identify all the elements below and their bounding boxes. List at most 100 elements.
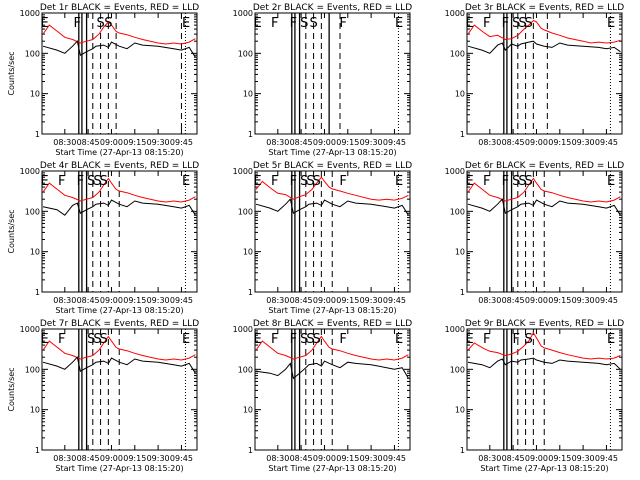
plot-frame [466,12,623,135]
marker-label: S [525,332,533,347]
x-axis-label: Start Time (27-Apr-13 08:15:20) [480,464,608,473]
x-tick-label: 08:45 [502,454,525,463]
x-tick-label: 09:30 [147,454,170,463]
panel-title: Det 1r BLACK = Events, RED = LLD [40,3,199,13]
x-tick-label: 09:30 [147,138,170,147]
marker-label: S [313,332,321,347]
panel-title: Det 3r BLACK = Events, RED = LLD [465,3,624,13]
x-tick-label: 08:45 [290,138,313,147]
x-tick-label: 09:15 [548,454,571,463]
marker-label: F [502,16,509,31]
y-axis-label: Counts/sec [7,367,16,411]
panel-title: Det 9r BLACK = Events, RED = LLD [465,319,624,329]
x-tick-label: 08:30 [53,454,76,463]
y-axis-label: Counts/sec [7,209,16,253]
x-axis-label: Start Time (27-Apr-13 08:15:20) [55,464,183,473]
y-tick-label: 10 [243,90,253,99]
x-tick-label: 09:45 [595,138,618,147]
marker-label: S [300,174,308,189]
x-tick-label: 09:45 [170,296,193,305]
events-series-line [42,40,196,58]
x-tick-label: 08:30 [478,138,501,147]
x-tick-label: 08:30 [266,454,289,463]
x-tick-label: 09:00 [525,138,548,147]
marker-label: F [271,174,278,189]
y-tick-label: 10 [30,90,40,99]
y-tick-label: 100 [238,207,253,216]
y-axis-label: Counts/sec [7,51,16,95]
marker-label: S [96,16,104,31]
x-tick-label: 09:00 [100,296,123,305]
events-series-line [255,360,409,380]
panel-title: Det 5r BLACK = Events, RED = LLD [253,161,412,171]
x-tick-label: 09:15 [123,454,146,463]
marker-label: E [395,174,403,189]
marker-label: E [465,332,473,347]
panel-title: Det 4r BLACK = Events, RED = LLD [40,161,199,171]
marker-label: S [300,332,308,347]
marker-label: E [182,16,190,31]
marker-label: E [40,16,48,31]
events-series-line [255,198,409,216]
marker-label: S [309,16,317,31]
x-tick-label: 09:00 [313,296,336,305]
x-tick-label: 09:00 [525,454,548,463]
marker-label: E [395,332,403,347]
marker-label: F [58,332,65,347]
marker-label: F [502,174,509,189]
marker-label: S [525,174,533,189]
marker-label: S [512,174,520,189]
x-tick-label: 08:45 [77,296,100,305]
y-tick-label: 1 [35,446,40,455]
detector-panel: Det 4r BLACK = Events, RED = LLD 1 10 100 10… [7,161,199,315]
x-tick-label: 09:15 [123,296,146,305]
y-tick-label: 100 [450,365,465,374]
marker-label: S [100,332,108,347]
lld-series-line [255,176,409,201]
y-tick-label: 1 [35,288,40,297]
panel-title: Det 6r BLACK = Events, RED = LLD [465,161,624,171]
y-tick-label: 1 [248,288,253,297]
y-tick-label: 100 [25,207,40,216]
marker-label: S [306,174,314,189]
marker-label: F [290,174,297,189]
x-tick-label: 09:30 [572,138,595,147]
marker-label: E [607,174,615,189]
y-tick-label: 1 [460,446,465,455]
x-axis-label: Start Time (27-Apr-13 08:15:20) [268,148,396,157]
detector-panel: Det 5r BLACK = Events, RED = LLD 1 10 100 10… [233,161,413,315]
x-tick-label: 08:30 [53,296,76,305]
x-tick-label: 08:30 [266,296,289,305]
y-tick-label: 1000 [445,325,465,334]
marker-label: S [104,16,112,31]
detector-panel: Det 6r BLACK = Events, RED = LLD 1 10 100 10… [445,161,625,305]
y-tick-label: 100 [450,207,465,216]
marker-label: S [100,174,108,189]
y-tick-label: 10 [30,406,40,415]
lld-series-line [42,21,196,45]
marker-label: F [483,332,490,347]
x-tick-label: 09:45 [170,138,193,147]
x-tick-label: 09:30 [572,296,595,305]
marker-label: S [300,16,308,31]
marker-label: S [87,174,95,189]
x-axis-label: Start Time (27-Apr-13 08:15:20) [55,148,183,157]
marker-label: E [182,332,190,347]
y-tick-label: 1000 [20,9,40,18]
x-tick-label: 09:45 [383,296,406,305]
detector-panel: Det 1r BLACK = Events, RED = LLD 1 10 100 10… [7,3,199,157]
marker-label: S [93,332,101,347]
marker-label: F [290,16,297,31]
events-series-line [467,357,621,370]
y-tick-label: 1 [35,130,40,139]
x-tick-label: 08:45 [502,296,525,305]
detector-panel: Det 7r BLACK = Events, RED = LLD 1 10 100 10… [7,319,199,473]
y-tick-label: 10 [30,248,40,257]
marker-label: S [93,174,101,189]
marker-label: E [253,332,261,347]
y-tick-label: 100 [238,49,253,58]
marker-label: E [465,174,473,189]
x-tick-label: 09:15 [548,296,571,305]
events-series-line [42,199,196,216]
